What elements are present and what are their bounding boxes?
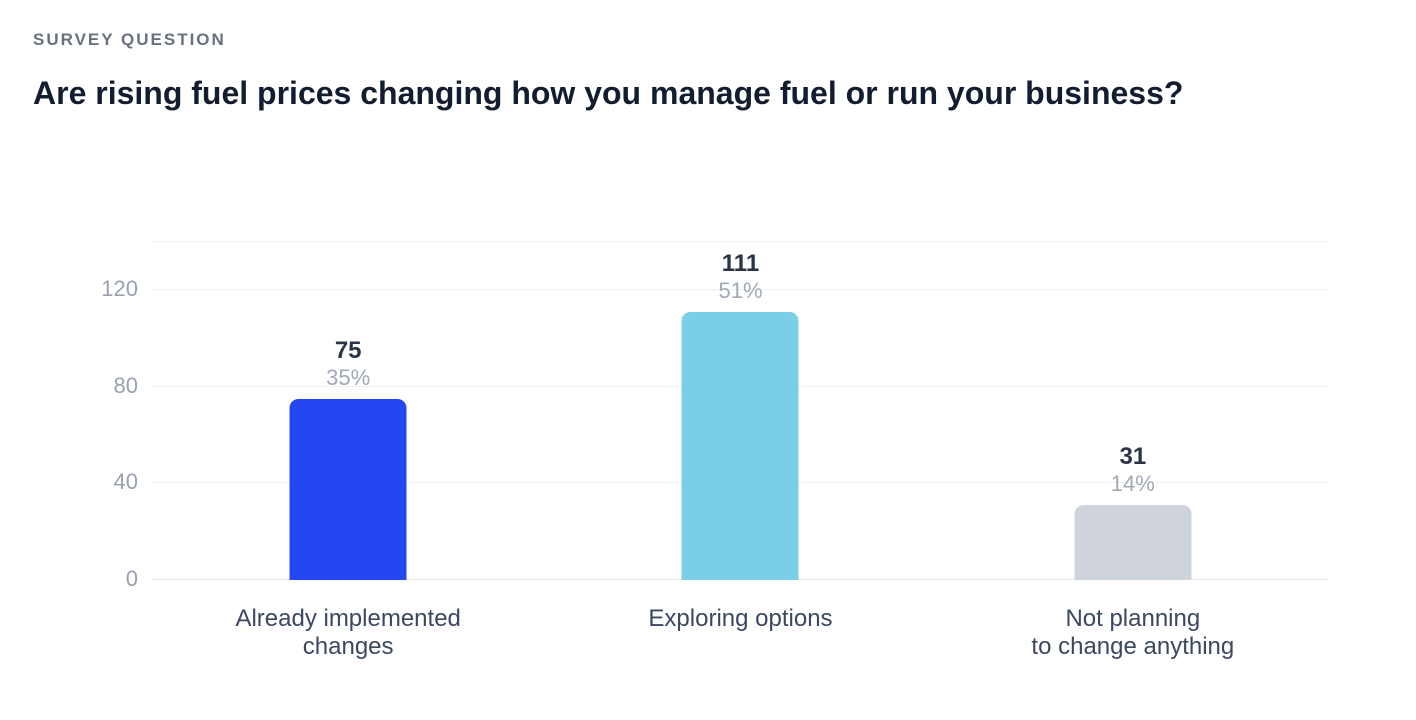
bar-already-implemented-changes (289, 398, 407, 580)
page-title: Are rising fuel prices changing how you … (33, 75, 1184, 111)
category-label-line: changes (302, 633, 394, 660)
bar-percent: 35% (326, 364, 371, 390)
bar-percent: 14% (1110, 471, 1155, 497)
category-label: Already implemented changes (152, 605, 544, 661)
bar-value-label: 111 51% (544, 250, 936, 304)
y-axis-tick-label-0: 0 (125, 566, 138, 591)
bar-count: 31 (1119, 443, 1147, 471)
category-label-line: Not planning (1065, 605, 1201, 632)
bar-count: 75 (334, 336, 362, 364)
y-axis-tick-label-40: 40 (113, 469, 138, 495)
bar-column: 31 14% Not planning to change anything (937, 242, 1329, 660)
bar-count: 111 (721, 250, 760, 278)
bar-column: 75 35% Already implemented changes (152, 242, 544, 660)
bar-not-planning-to-change-anything (1074, 505, 1192, 580)
category-label-line: to change anything (1031, 633, 1235, 660)
bar-value-label: 31 14% (937, 443, 1329, 497)
bar-chart-plot-area: 0 40 80 120 75 35% Already implemented changes 1… (101, 241, 1329, 660)
bar-value-label: 75 35% (152, 337, 544, 391)
bar-exploring-options (681, 312, 799, 580)
survey-question-eyebrow: SURVEY QUESTION (33, 30, 226, 49)
y-axis-tick-label-120: 120 (101, 276, 138, 302)
gridline-140 (152, 241, 1329, 242)
bar-column: 111 51% Exploring options (544, 242, 936, 632)
category-label: Not planning to change anything (937, 605, 1329, 661)
category-label: Exploring options (544, 605, 936, 633)
gridline-120 (152, 289, 1329, 291)
bar-percent: 51% (718, 278, 763, 304)
category-label-line: Already implemented (235, 605, 461, 632)
y-axis-tick-label-80: 80 (113, 372, 138, 398)
category-label-line: Exploring options (648, 605, 833, 632)
